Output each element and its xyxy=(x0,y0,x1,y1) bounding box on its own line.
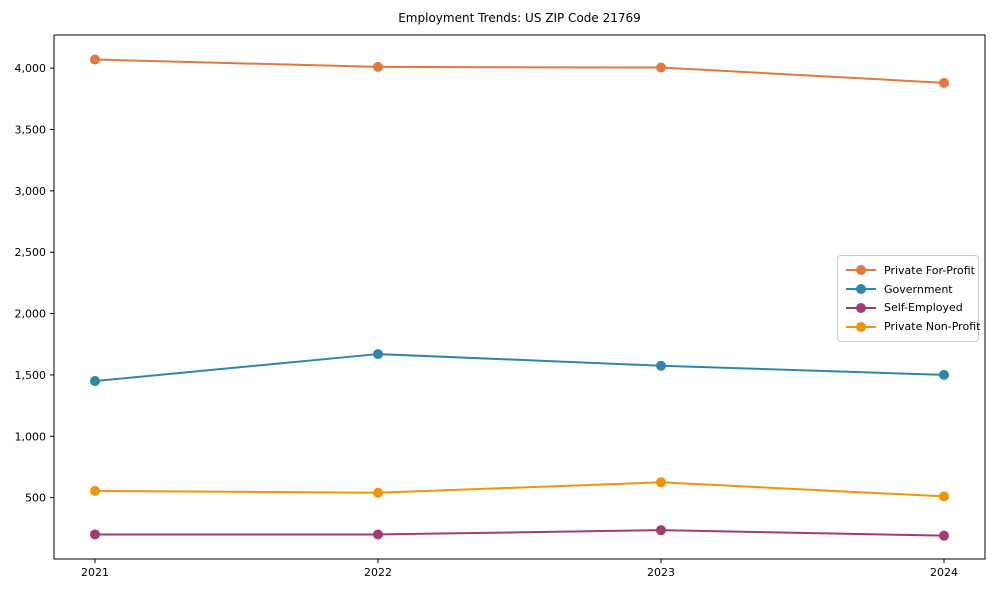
y-tick-label: 1,500 xyxy=(15,369,47,382)
data-point-government-2023 xyxy=(656,360,666,371)
data-point-private-non-profit-2024 xyxy=(939,491,949,502)
data-point-self-employed-2021 xyxy=(90,529,100,540)
data-point-government-2022 xyxy=(373,349,383,360)
legend-label: Government xyxy=(884,282,953,296)
chart-title: Employment Trends: US ZIP Code 21769 xyxy=(398,11,641,25)
data-point-private-non-profit-2021 xyxy=(90,485,100,496)
plot-border xyxy=(53,34,986,560)
series-line-government xyxy=(94,353,945,383)
data-point-private-non-profit-2022 xyxy=(373,487,383,498)
data-point-government-2021 xyxy=(90,376,100,387)
data-point-private-for-profit-2024 xyxy=(939,77,949,88)
y-tick-label: 1,000 xyxy=(15,430,47,443)
legend-line-marker-icon xyxy=(846,284,876,295)
legend-item-government: Government xyxy=(846,280,970,299)
legend-item-self-employed: Self-Employed xyxy=(846,299,970,318)
legend-label: Private For-Profit xyxy=(884,263,975,277)
x-tick-label: 2023 xyxy=(647,566,675,579)
series-line-self-employed xyxy=(94,529,945,537)
legend-item-private-for-profit: Private For-Profit xyxy=(846,261,975,280)
series-line-private-non-profit xyxy=(94,481,945,498)
data-point-government-2024 xyxy=(939,369,949,380)
legend-label: Private Non-Profit xyxy=(884,320,981,334)
legend: Private For-Profit Government Self-Employe… xyxy=(837,255,980,342)
data-point-self-employed-2024 xyxy=(939,530,949,541)
y-tick-label: 500 xyxy=(25,492,46,505)
legend-line-marker-icon xyxy=(846,302,876,313)
data-point-self-employed-2023 xyxy=(656,525,666,536)
x-tick-label: 2021 xyxy=(81,566,109,579)
y-tick-label: 2,500 xyxy=(15,246,47,259)
legend-line-marker-icon xyxy=(846,321,876,332)
data-point-self-employed-2022 xyxy=(373,529,383,540)
series-line-private-for-profit xyxy=(94,58,945,84)
legend-label: Self-Employed xyxy=(884,301,963,315)
y-tick-label: 4,000 xyxy=(15,62,47,75)
y-tick-label: 3,500 xyxy=(15,123,47,136)
data-point-private-for-profit-2021 xyxy=(90,54,100,65)
y-tick-label: 2,000 xyxy=(15,308,47,321)
x-tick-label: 2024 xyxy=(930,566,958,579)
data-point-private-for-profit-2022 xyxy=(373,61,383,72)
x-tick-label: 2022 xyxy=(364,566,392,579)
data-point-private-for-profit-2023 xyxy=(656,62,666,73)
data-point-private-non-profit-2023 xyxy=(656,477,666,488)
y-tick-label: 3,000 xyxy=(15,185,47,198)
legend-line-marker-icon xyxy=(846,265,876,276)
legend-item-private-non-profit: Private Non-Profit xyxy=(846,317,980,336)
